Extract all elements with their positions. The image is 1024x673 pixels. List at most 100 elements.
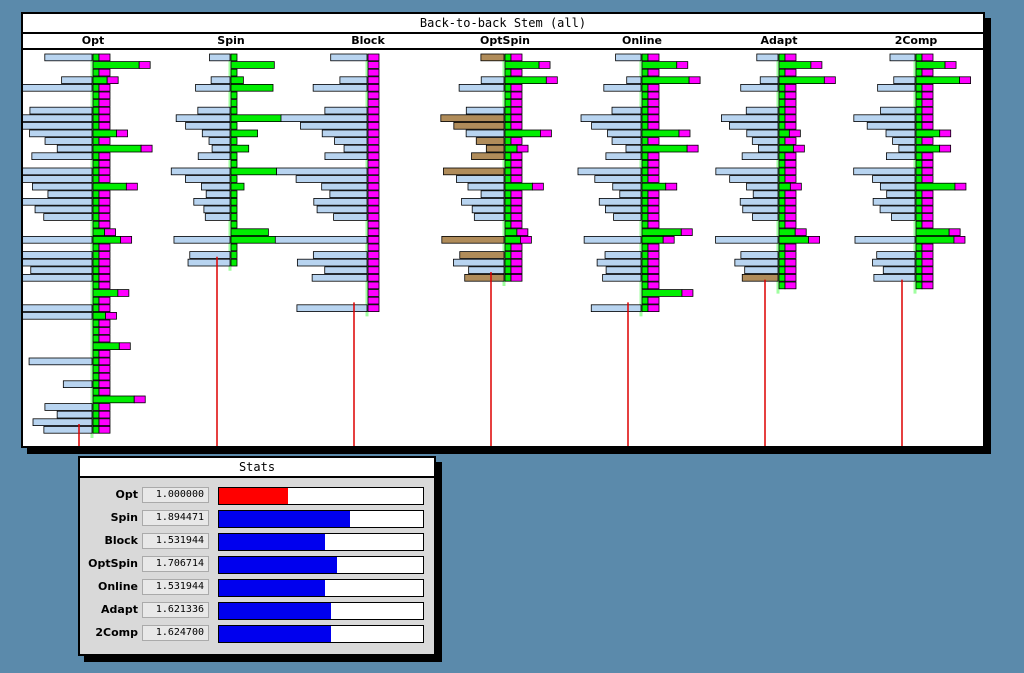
- right-stem-bar: [92, 53, 100, 62]
- right-stem-bar: [778, 205, 786, 214]
- right-stem-marker: [784, 190, 797, 199]
- right-stem-bar: [915, 53, 923, 62]
- right-stem-bar: [641, 235, 664, 244]
- left-stem-bar: [34, 205, 93, 214]
- right-stem-marker: [680, 228, 693, 237]
- stats-value-field: 1.531944: [142, 533, 209, 549]
- stats-row-label: Spin: [110, 511, 138, 524]
- right-stem-marker: [647, 197, 660, 206]
- left-stem-bar: [853, 114, 916, 123]
- right-stem-marker: [367, 296, 380, 305]
- right-stem-bar: [641, 160, 649, 168]
- right-stem-marker: [784, 243, 797, 252]
- stats-window[interactable]: Stats Opt 1.000000 Spin 1.894471 Block 1.5319…: [78, 456, 436, 656]
- right-stem-bar: [778, 160, 786, 168]
- left-stem-bar: [453, 122, 505, 130]
- right-stem-marker: [939, 129, 952, 138]
- right-stem-marker: [921, 137, 934, 145]
- right-stem-bar: [230, 99, 238, 107]
- left-stem-bar: [625, 144, 642, 153]
- right-stem-bar: [915, 91, 923, 100]
- right-stem-marker: [647, 106, 660, 115]
- stats-row-label: Opt: [115, 488, 138, 501]
- right-stem-marker: [647, 190, 660, 199]
- right-stem-marker: [98, 190, 111, 199]
- left-stem-bar: [752, 190, 779, 199]
- right-stem-bar: [504, 197, 512, 206]
- left-stem-bar: [23, 251, 93, 259]
- left-stem-bar: [872, 258, 916, 267]
- right-stem-bar: [778, 144, 794, 153]
- right-stem-marker: [98, 205, 111, 214]
- right-stem-bar: [641, 129, 680, 138]
- left-stem-bar: [885, 129, 916, 138]
- right-stem-marker: [367, 281, 380, 290]
- right-stem-bar: [92, 220, 100, 229]
- right-stem-marker: [784, 152, 797, 161]
- right-stem-marker: [510, 114, 523, 123]
- right-stem-bar: [504, 53, 512, 62]
- stats-value-field: 1.706714: [142, 556, 209, 572]
- left-stem-bar: [734, 258, 779, 267]
- right-stem-marker: [510, 251, 523, 259]
- left-stem-bar: [296, 304, 368, 313]
- left-stem-bar: [853, 167, 916, 176]
- right-stem-bar: [778, 137, 786, 145]
- right-stem-marker: [647, 53, 660, 62]
- left-stem-bar: [459, 251, 505, 259]
- left-stem-bar: [300, 122, 368, 130]
- left-stem-bar: [23, 304, 93, 313]
- right-stem-marker: [647, 205, 660, 214]
- right-stem-marker: [665, 182, 678, 191]
- right-stem-marker: [510, 258, 523, 267]
- right-stem-marker: [647, 91, 660, 100]
- right-stem-marker: [98, 327, 111, 335]
- right-stem-bar: [641, 76, 690, 84]
- right-stem-marker: [810, 61, 823, 69]
- stem-plot-window[interactable]: Back-to-back Stem (all) Opt Spin Block OptS…: [21, 12, 985, 448]
- right-stem-marker: [921, 190, 934, 199]
- left-stem-bar: [28, 357, 93, 366]
- right-stem-marker: [944, 61, 957, 69]
- right-stem-bar: [92, 91, 100, 100]
- right-stem-marker: [921, 122, 934, 130]
- right-stem-marker: [510, 167, 523, 176]
- right-stem-bar: [778, 228, 796, 237]
- left-stem-bar: [739, 197, 779, 206]
- right-stem-marker: [98, 372, 111, 381]
- left-stem-bar: [44, 403, 93, 411]
- left-stem-bar: [751, 137, 779, 145]
- right-stem-bar: [92, 190, 100, 199]
- right-stem-bar: [92, 266, 100, 275]
- right-stem-bar: [92, 84, 100, 92]
- right-stem-marker: [510, 213, 523, 221]
- right-stem-bar: [504, 106, 512, 115]
- right-stem-marker: [647, 84, 660, 92]
- right-stem-marker: [98, 319, 111, 328]
- right-stem-marker: [98, 273, 111, 282]
- right-stem-bar: [778, 182, 791, 191]
- right-stem-bar: [778, 106, 786, 115]
- column-label-optspin: OptSpin: [480, 34, 530, 47]
- right-stem-bar: [504, 99, 512, 107]
- right-stem-bar: [230, 76, 244, 84]
- right-stem-bar: [778, 152, 786, 161]
- right-stem-marker: [921, 251, 934, 259]
- right-stem-marker: [98, 122, 111, 130]
- stats-row-2comp: 2Comp 1.624700: [80, 624, 434, 643]
- right-stem-bar: [915, 129, 941, 138]
- left-stem-bar: [889, 53, 916, 62]
- back-to-back-stem-plot: [23, 53, 971, 446]
- right-stem-bar: [504, 266, 512, 275]
- right-stem-marker: [104, 228, 116, 237]
- stats-value-field: 1.621336: [142, 602, 209, 618]
- left-stem-bar: [205, 190, 231, 199]
- left-stem-bar: [456, 175, 505, 183]
- left-stem-bar: [30, 266, 93, 275]
- right-stem-marker: [510, 84, 523, 92]
- right-stem-marker: [921, 160, 934, 168]
- right-stem-bar: [504, 76, 547, 84]
- right-stem-marker: [367, 175, 380, 183]
- stats-row-label: Adapt: [101, 603, 138, 616]
- right-stem-marker: [510, 122, 523, 130]
